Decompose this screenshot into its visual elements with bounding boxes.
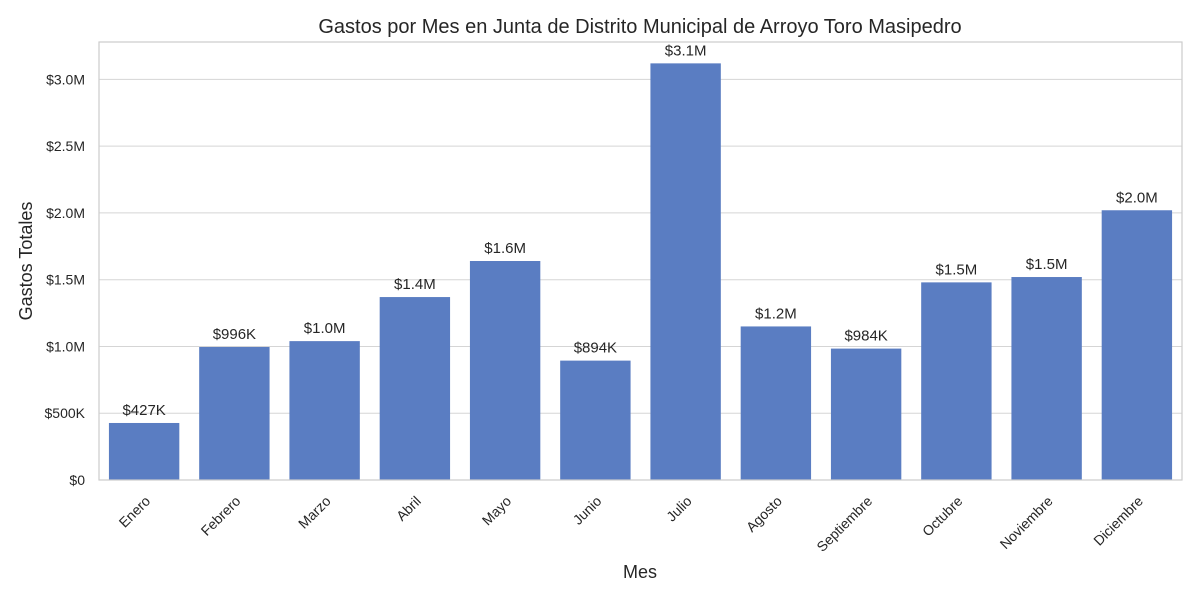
x-tick-label: Mayo bbox=[479, 493, 515, 529]
y-tick-label: $3.0M bbox=[46, 71, 85, 87]
bar bbox=[469, 261, 541, 480]
x-tick-label: Julio bbox=[663, 493, 695, 525]
x-tick-label: Enero bbox=[116, 493, 154, 531]
x-tick-label: Agosto bbox=[743, 493, 785, 535]
y-tick-label: $1.5M bbox=[46, 272, 85, 288]
data-label: $1.0M bbox=[304, 320, 346, 337]
bar bbox=[199, 346, 270, 480]
data-label: $894K bbox=[574, 340, 617, 357]
data-label: $1.5M bbox=[936, 261, 978, 278]
x-tick-label: Marzo bbox=[295, 493, 334, 532]
data-label: $1.5M bbox=[1026, 256, 1068, 273]
y-tick-label: $1.0M bbox=[46, 338, 85, 354]
x-tick-label: Noviembre bbox=[997, 493, 1056, 552]
plot-frame bbox=[98, 41, 1183, 481]
x-tick-label: Junio bbox=[570, 493, 605, 528]
y-tick-label: $500K bbox=[45, 405, 86, 421]
chart-title: Gastos por Mes en Junta de Distrito Muni… bbox=[318, 16, 961, 38]
bar bbox=[379, 297, 451, 480]
y-tick-label: $2.5M bbox=[46, 138, 85, 154]
y-tick-label: $2.0M bbox=[46, 205, 85, 221]
bars bbox=[108, 63, 1173, 481]
data-label: $996K bbox=[213, 326, 256, 343]
x-tick-label: Abril bbox=[393, 493, 424, 524]
bar bbox=[560, 360, 631, 480]
x-tick-label: Septiembre bbox=[813, 493, 875, 555]
y-tick-label: $0 bbox=[69, 472, 85, 488]
y-axis-ticks: $0 $500K $1.0M $1.5M $2.0M $2.5M $3.0M bbox=[45, 71, 86, 488]
bar bbox=[921, 282, 992, 480]
x-axis-ticks: Enero Febrero Marzo Abril Mayo Junio Julio Agos… bbox=[116, 493, 1147, 555]
x-tick-label: Diciembre bbox=[1090, 493, 1146, 549]
y-axis-label: Gastos Totales bbox=[16, 202, 36, 321]
data-labels: $427K $996K $1.0M $1.4M $1.6M $894K $3.1M $1.2M… bbox=[122, 42, 1157, 419]
x-tick-label: Octubre bbox=[919, 493, 966, 540]
data-label: $427K bbox=[122, 402, 165, 419]
data-label: $984K bbox=[844, 328, 887, 345]
data-label: $1.4M bbox=[394, 276, 436, 293]
x-axis-label: Mes bbox=[623, 562, 657, 582]
data-label: $2.0M bbox=[1116, 189, 1158, 206]
bar bbox=[650, 63, 721, 481]
bar bbox=[289, 341, 360, 480]
x-tick-label: Febrero bbox=[198, 493, 244, 539]
bar bbox=[1101, 210, 1173, 480]
gridlines bbox=[99, 78, 1182, 481]
bar bbox=[1011, 277, 1082, 480]
bar bbox=[108, 422, 180, 480]
bar bbox=[830, 348, 902, 480]
data-label: $3.1M bbox=[665, 42, 707, 59]
bar bbox=[740, 326, 812, 480]
data-label: $1.2M bbox=[755, 305, 797, 322]
data-label: $1.6M bbox=[484, 240, 526, 257]
